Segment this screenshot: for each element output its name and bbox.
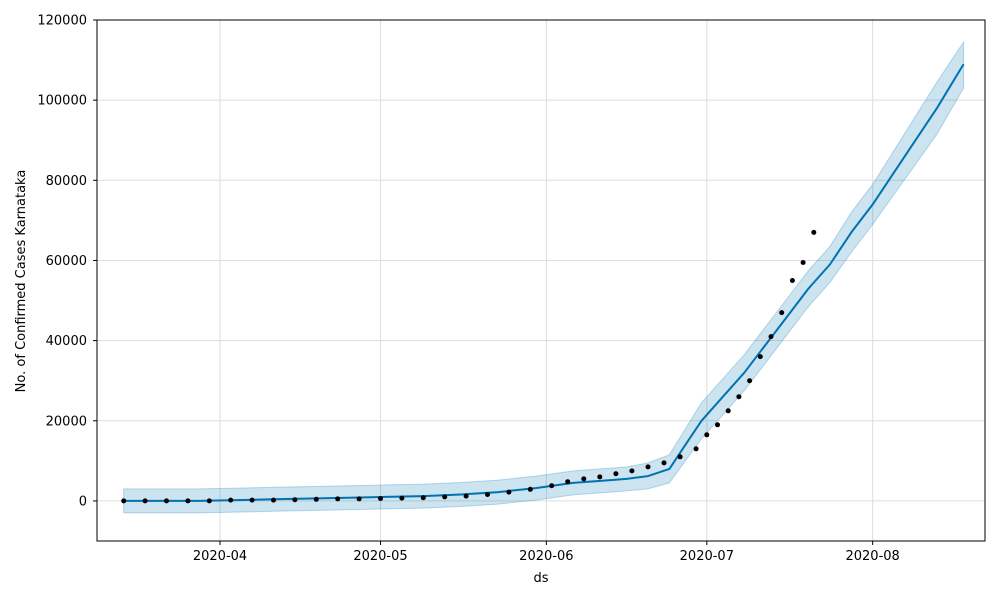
y-axis-ticks: 0 20000 40000 60000 80000 100000 120000 [37, 14, 97, 509]
y-tick-label: 80000 [46, 174, 87, 189]
y-tick-label: 100000 [37, 94, 87, 109]
actual-point [811, 229, 817, 235]
y-tick-label: 20000 [46, 414, 87, 429]
x-tick-label: 2020-07 [680, 549, 734, 564]
y-axis-label: No. of Confirmed Cases Karnataka [14, 170, 29, 393]
actual-point [335, 496, 341, 502]
actual-point [121, 498, 127, 504]
actual-point [292, 497, 298, 503]
actual-point [442, 494, 448, 500]
actual-point [704, 432, 710, 438]
actual-point [581, 476, 587, 482]
actual-point [463, 493, 469, 499]
actual-point [399, 495, 405, 501]
x-tick-label: 2020-04 [193, 549, 247, 564]
actual-point [597, 474, 603, 480]
actual-point [779, 310, 785, 316]
actual-point [789, 278, 795, 283]
x-axis-ticks: 2020-04 2020-05 2020-06 2020-07 2020-08 [193, 541, 900, 564]
actual-point [164, 498, 169, 504]
y-tick-label: 0 [79, 494, 87, 509]
actual-point [768, 334, 774, 340]
actual-point [757, 354, 763, 360]
actual-point [527, 486, 533, 492]
actual-point [645, 464, 651, 470]
forecast-line [123, 63, 965, 502]
uncertainty-band [123, 40, 965, 514]
grid-layer [97, 19, 985, 541]
x-tick-label: 2020-08 [845, 549, 899, 564]
actual-point [142, 498, 148, 504]
x-axis-label: ds [533, 571, 548, 586]
actual-point [677, 454, 683, 460]
plot-frame [96, 19, 986, 542]
actual-point [661, 460, 667, 466]
actual-points-layer [121, 229, 817, 504]
actual-point [378, 496, 383, 501]
y-tick-label: 40000 [46, 334, 87, 349]
actual-point [629, 468, 635, 474]
actual-point [313, 496, 319, 502]
actual-point [228, 497, 234, 503]
actual-point [736, 394, 742, 400]
actual-point [249, 497, 255, 503]
actual-point [693, 446, 699, 452]
actual-point [747, 378, 753, 384]
x-tick-label: 2020-05 [353, 549, 407, 564]
y-tick-label: 60000 [46, 254, 87, 269]
actual-point [800, 260, 806, 265]
actual-point [206, 498, 212, 504]
actual-point [356, 496, 362, 502]
actual-point [506, 489, 512, 495]
actual-point [715, 422, 720, 428]
actual-point [185, 498, 191, 504]
x-tick-label: 2020-06 [519, 549, 573, 564]
actual-point [725, 408, 731, 414]
y-tick-label: 120000 [37, 14, 87, 29]
actual-point [549, 483, 555, 489]
uncertainty-band-layer [123, 40, 965, 514]
actual-point [565, 479, 571, 485]
actual-point [420, 495, 426, 501]
actual-point [271, 497, 276, 503]
actual-point [485, 492, 490, 497]
actual-point [613, 471, 619, 477]
forecast-line-layer [123, 63, 965, 502]
